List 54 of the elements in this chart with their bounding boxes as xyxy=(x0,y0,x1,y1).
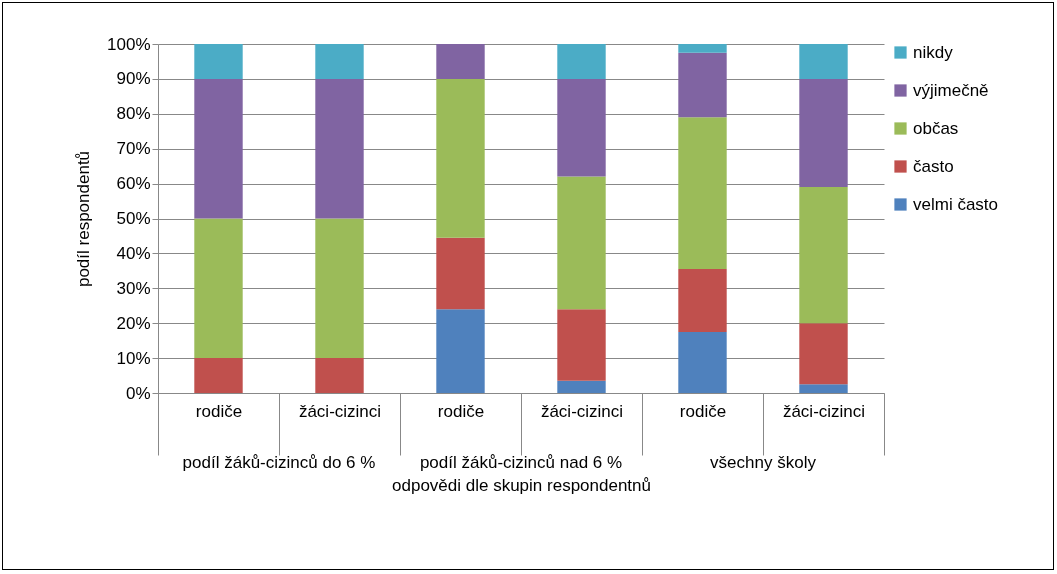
text: podíl žáků-cizinců do 6 % xyxy=(182,453,376,472)
y-tick-label: 30% xyxy=(116,278,151,298)
x-tick-label: žáci-cizinci xyxy=(782,401,866,421)
bar xyxy=(557,78,606,177)
bar xyxy=(557,176,606,310)
bar xyxy=(315,78,364,219)
bar xyxy=(678,269,727,332)
bar xyxy=(557,44,606,79)
bar xyxy=(799,384,848,393)
bar xyxy=(557,309,606,381)
bar xyxy=(678,331,727,393)
y-tick-label: 80% xyxy=(116,104,151,124)
bar xyxy=(194,44,243,79)
y-axis-title: podíl respondentů xyxy=(74,150,94,288)
x-tick-label: žáci-cizinci xyxy=(298,401,382,421)
bar xyxy=(799,187,848,324)
bar xyxy=(436,78,485,238)
legend-label: výjimečně xyxy=(913,80,989,100)
y-tick-label: 60% xyxy=(116,174,151,194)
y-tick-label: 40% xyxy=(116,243,151,263)
y-tick-label: 100% xyxy=(107,34,151,54)
legend-label: občas xyxy=(913,118,959,138)
bar xyxy=(315,44,364,79)
y-tick-label: 70% xyxy=(116,139,151,159)
bar xyxy=(194,218,243,359)
bar xyxy=(436,44,485,79)
y-tick-label: 90% xyxy=(116,69,151,89)
bar xyxy=(799,44,848,79)
y-tick-label: 0% xyxy=(125,383,151,403)
bar xyxy=(799,323,848,385)
bar xyxy=(678,44,727,53)
y-tick-label: 20% xyxy=(116,313,151,333)
legend-label: nikdy xyxy=(913,42,954,62)
bar xyxy=(799,78,848,188)
x-tick-label: rodiče xyxy=(195,401,243,421)
bar xyxy=(194,358,243,393)
bar xyxy=(678,117,727,270)
y-tick-label: 10% xyxy=(116,348,151,368)
bar xyxy=(557,380,606,393)
bar xyxy=(315,358,364,393)
bar xyxy=(315,218,364,359)
text: podíl žáků-cizinců nad 6 % xyxy=(419,453,623,472)
bar xyxy=(678,52,727,118)
bar xyxy=(436,237,485,310)
legend-label: často xyxy=(913,156,954,176)
text: všechny školy xyxy=(710,453,817,472)
x-tick-label: rodiče xyxy=(679,401,727,421)
legend-label: velmi často xyxy=(913,194,999,214)
bar xyxy=(436,309,485,393)
x-axis-title: odpovědi dle skupin respondentnů xyxy=(392,476,651,495)
bar xyxy=(194,78,243,219)
x-tick-label: žáci-cizinci xyxy=(540,401,624,421)
x-tick-label: rodiče xyxy=(437,401,485,421)
y-tick-label: 50% xyxy=(116,209,151,228)
